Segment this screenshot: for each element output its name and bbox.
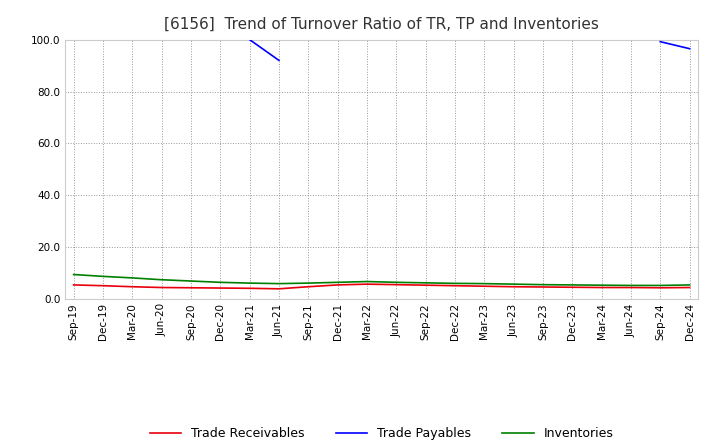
Line: Trade Payables: Trade Payables	[250, 40, 279, 60]
Inventories	[421, 280, 430, 286]
Inventories	[333, 280, 342, 285]
Inventories	[626, 283, 635, 288]
Trade Receivables	[216, 286, 225, 291]
Inventories	[480, 281, 489, 286]
Trade Receivables	[509, 284, 518, 290]
Trade Receivables	[157, 285, 166, 290]
Trade Receivables	[598, 285, 606, 290]
Inventories	[216, 280, 225, 285]
Trade Receivables	[69, 282, 78, 288]
Inventories	[509, 282, 518, 287]
Inventories	[598, 282, 606, 288]
Line: Trade Receivables: Trade Receivables	[73, 284, 690, 289]
Inventories	[568, 282, 577, 288]
Trade Receivables	[568, 285, 577, 290]
Trade Receivables	[539, 284, 547, 290]
Inventories	[304, 280, 312, 286]
Inventories	[99, 274, 107, 279]
Trade Receivables	[480, 284, 489, 289]
Trade Receivables	[99, 283, 107, 288]
Inventories	[157, 277, 166, 282]
Inventories	[274, 281, 283, 286]
Trade Receivables	[685, 285, 694, 290]
Inventories	[69, 272, 78, 277]
Trade Receivables	[626, 285, 635, 290]
Inventories	[246, 280, 254, 286]
Trade Receivables	[363, 282, 372, 287]
Inventories	[392, 280, 400, 285]
Inventories	[539, 282, 547, 287]
Legend: Trade Receivables, Trade Payables, Inventories: Trade Receivables, Trade Payables, Inven…	[145, 422, 618, 440]
Inventories	[451, 281, 459, 286]
Trade Receivables	[421, 282, 430, 288]
Inventories	[186, 279, 195, 284]
Line: Inventories: Inventories	[73, 275, 690, 286]
Trade Receivables	[274, 286, 283, 291]
Trade Receivables	[656, 285, 665, 290]
Inventories	[656, 283, 665, 288]
Title: [6156]  Trend of Turnover Ratio of TR, TP and Inventories: [6156] Trend of Turnover Ratio of TR, TP…	[164, 16, 599, 32]
Trade Receivables	[186, 285, 195, 290]
Inventories	[363, 279, 372, 284]
Trade Receivables	[128, 284, 137, 290]
Inventories	[685, 282, 694, 288]
Trade Payables	[274, 58, 283, 63]
Trade Receivables	[304, 284, 312, 290]
Trade Receivables	[333, 282, 342, 288]
Trade Receivables	[392, 282, 400, 287]
Trade Receivables	[451, 283, 459, 288]
Inventories	[128, 275, 137, 281]
Trade Receivables	[246, 286, 254, 291]
Trade Payables	[246, 37, 254, 42]
